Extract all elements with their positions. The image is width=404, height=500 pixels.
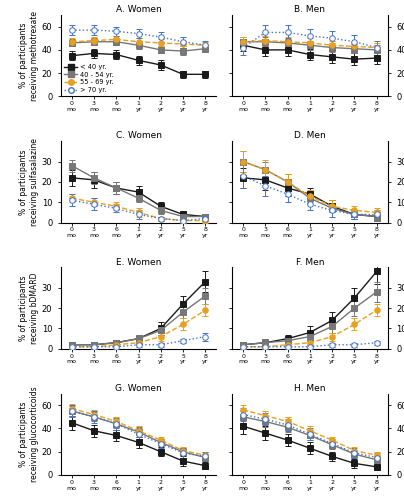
Y-axis label: % of participants
receiving methotrexate: % of participants receiving methotrexate [19, 10, 39, 101]
Title: B. Men: B. Men [295, 5, 326, 14]
Y-axis label: % of participants
receiving bDMARD: % of participants receiving bDMARD [19, 272, 39, 344]
Legend: < 40 yr., 40 - 54 yr., 55 - 69 yr., > 70 yr.: < 40 yr., 40 - 54 yr., 55 - 69 yr., > 70… [64, 64, 114, 93]
Y-axis label: % of participants
receiving sulfasalazine: % of participants receiving sulfasalazin… [19, 138, 39, 226]
Title: F. Men: F. Men [296, 258, 324, 266]
Title: C. Women: C. Women [116, 132, 162, 140]
Title: D. Men: D. Men [294, 132, 326, 140]
Title: G. Women: G. Women [115, 384, 162, 393]
Title: E. Women: E. Women [116, 258, 161, 266]
Title: A. Women: A. Women [116, 5, 161, 14]
Title: H. Men: H. Men [294, 384, 326, 393]
Y-axis label: % of participants
receiving glucocorticoids: % of participants receiving glucocortico… [19, 386, 39, 482]
